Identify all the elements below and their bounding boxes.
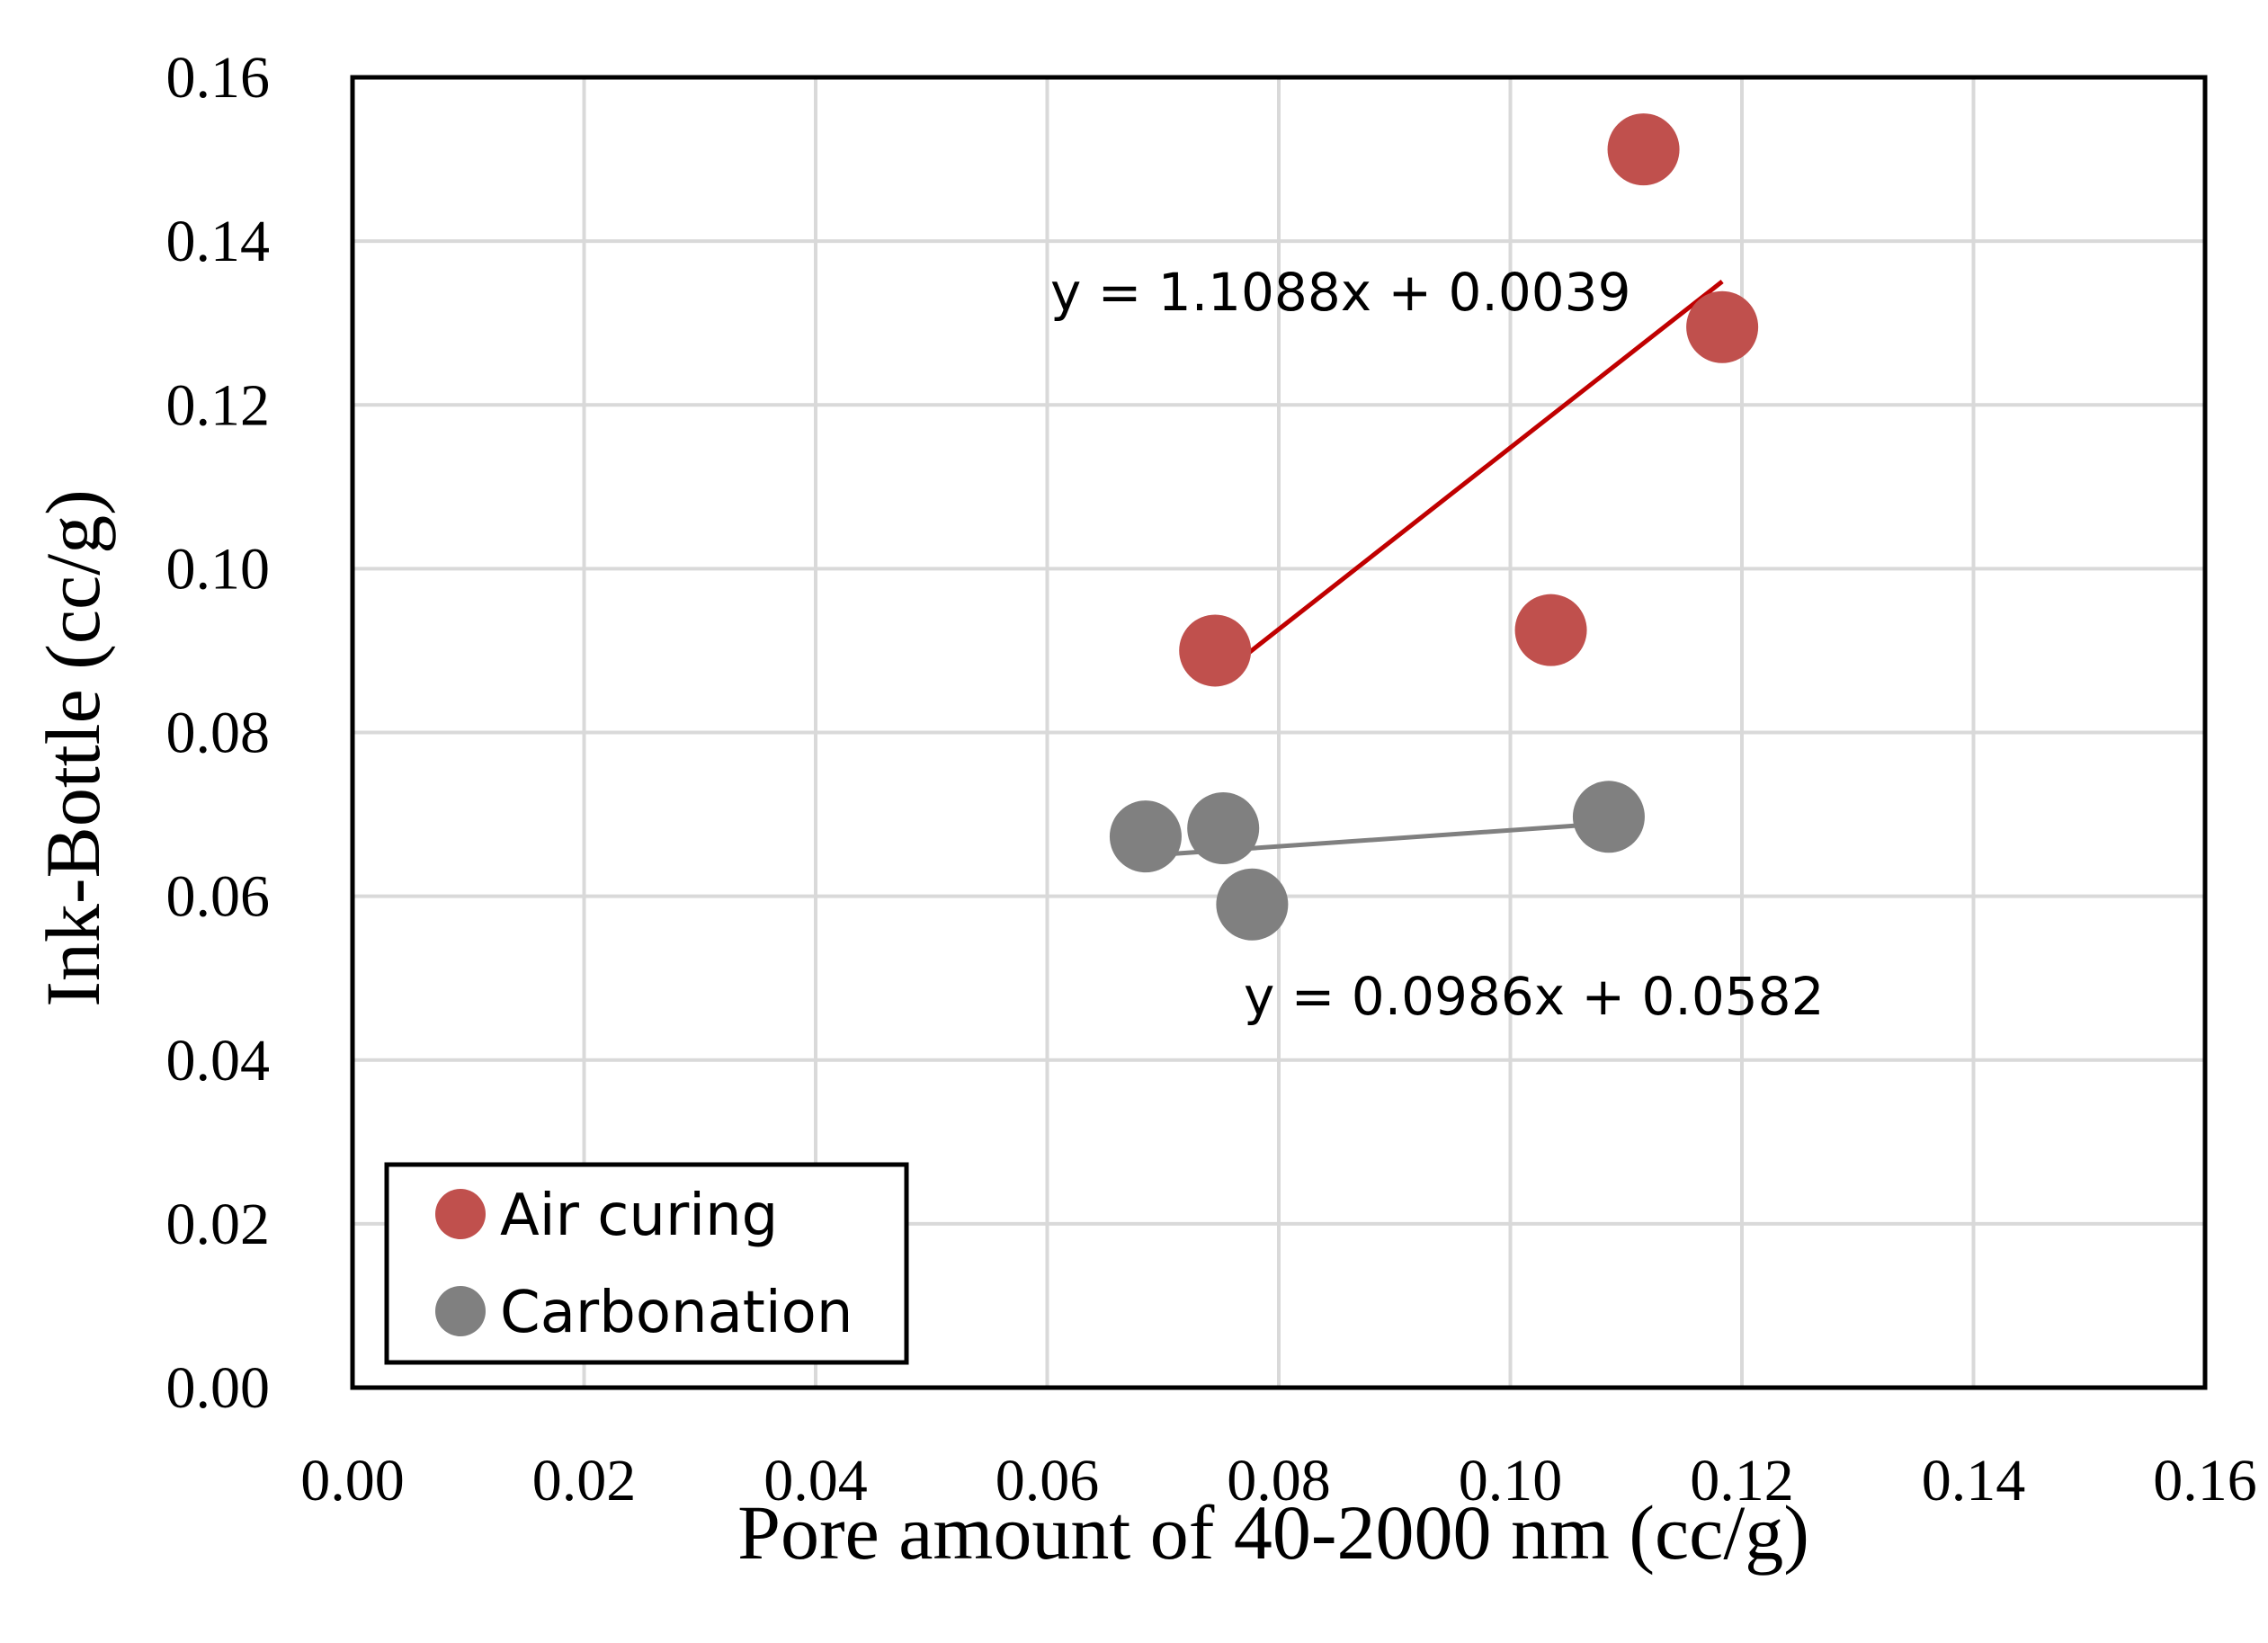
y-axis-title: Ink-Bottle (cc/g) bbox=[30, 489, 116, 1007]
air-curing-point bbox=[1607, 113, 1680, 186]
y-tick-label: 0.04 bbox=[166, 1028, 271, 1094]
y-tick-label: 0.14 bbox=[166, 209, 271, 274]
data-points bbox=[1109, 113, 1759, 941]
air-curing-point bbox=[1179, 614, 1252, 687]
y-tick-label: 0.00 bbox=[166, 1355, 271, 1421]
carbonation-equation: y = 0.0986x + 0.0582 bbox=[1244, 966, 1824, 1027]
legend-label-air-curing: Air curing bbox=[500, 1183, 778, 1249]
x-tick-label: 0.12 bbox=[1690, 1448, 1794, 1514]
carbonation-point bbox=[1109, 800, 1182, 873]
x-tick-label: 0.10 bbox=[1459, 1448, 1563, 1514]
x-tick-label: 0.06 bbox=[996, 1448, 1100, 1514]
carbonation-point bbox=[1187, 792, 1260, 865]
x-tick-label: 0.02 bbox=[532, 1448, 637, 1514]
plot-area-frame bbox=[350, 75, 2208, 1390]
legend: Air curing Carbonation bbox=[384, 1162, 909, 1365]
legend-marker-carbonation bbox=[435, 1286, 486, 1336]
carbonation-point bbox=[1216, 868, 1289, 941]
x-tick-label: 0.14 bbox=[1922, 1448, 2026, 1514]
y-tick-label: 0.16 bbox=[166, 45, 271, 111]
air-curing-point bbox=[1514, 594, 1587, 666]
y-tick-label: 0.12 bbox=[166, 372, 271, 438]
carbonation-point bbox=[1572, 781, 1645, 853]
legend-marker-air-curing bbox=[435, 1189, 486, 1239]
y-tick-label: 0.06 bbox=[166, 864, 271, 930]
air-curing-equation: y = 1.1088x + 0.0039 bbox=[1050, 262, 1630, 323]
air-curing-trendline bbox=[1213, 280, 1724, 682]
x-tick-label: 0.16 bbox=[2153, 1448, 2257, 1514]
x-axis-tick-labels: 0.00 0.02 0.04 0.06 0.08 0.10 0.12 0.14 0.16 bbox=[300, 1448, 2257, 1514]
y-tick-label: 0.08 bbox=[166, 701, 271, 766]
y-tick-label: 0.10 bbox=[166, 536, 271, 602]
y-axis-tick-labels: 0.00 0.02 0.04 0.06 0.08 0.10 0.12 0.14 0.16 bbox=[166, 45, 271, 1421]
legend-label-carbonation: Carbonation bbox=[500, 1280, 853, 1346]
x-tick-label: 0.00 bbox=[300, 1448, 405, 1514]
x-tick-label: 0.04 bbox=[763, 1448, 868, 1514]
x-axis-title: Pore amount of 40-2000 nm (cc/g) bbox=[737, 1489, 1809, 1576]
air-curing-point bbox=[1686, 290, 1759, 363]
x-tick-label: 0.08 bbox=[1227, 1448, 1331, 1514]
y-tick-label: 0.02 bbox=[166, 1192, 271, 1257]
